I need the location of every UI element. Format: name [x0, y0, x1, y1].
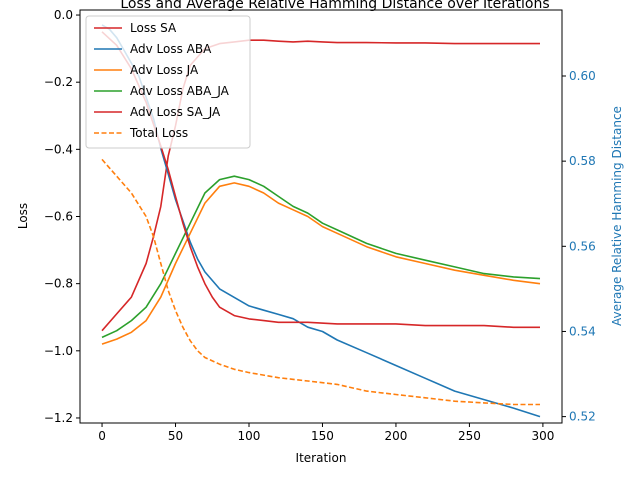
chart-title: Loss and Average Relative Hamming Distan…	[120, 0, 549, 12]
legend: Loss SA Adv Loss ABA Adv Loss JA Adv Loss A…	[85, 15, 251, 149]
y-axis-right: 0.52 0.54 0.56 0.58 0.60	[562, 69, 596, 424]
legend-label-adv-loss-ja: Adv Loss JA	[130, 63, 199, 77]
x-tick-label: 250	[458, 429, 481, 443]
y-tick-label: −1.0	[44, 344, 73, 358]
series-line-adv-loss-sa-ja	[101, 31, 540, 329]
x-tick-label: 300	[531, 429, 554, 443]
legend-label-total-loss: Total Loss	[129, 126, 188, 140]
x-axis: 0 50 100 150 200 250 300	[98, 423, 554, 443]
series-line-total-loss	[101, 158, 540, 406]
y-right-tick-label: 0.52	[569, 410, 596, 424]
legend-box	[85, 15, 251, 149]
x-tick-label: 150	[311, 429, 334, 443]
y-tick-label: −1.2	[44, 411, 73, 425]
legend-label-adv-loss-aba: Adv Loss ABA	[130, 42, 212, 56]
y-tick-label: 0.0	[54, 8, 73, 22]
y-tick-label: −0.8	[44, 277, 73, 291]
y-right-tick-label: 0.54	[569, 324, 596, 338]
legend-label-loss-sa: Loss SA	[130, 21, 177, 35]
y-tick-label: −0.2	[44, 75, 73, 89]
y-axis-title: Loss	[16, 203, 30, 229]
legend-label-adv-loss-aba-ja: Adv Loss ABA_JA	[130, 84, 230, 98]
x-axis-title: Iteration	[296, 451, 347, 465]
x-tick-label: 100	[238, 429, 261, 443]
x-tick-label: 200	[384, 429, 407, 443]
series-line-adv-loss-ja	[101, 182, 541, 345]
x-tick-label: 50	[168, 429, 183, 443]
y-right-tick-label: 0.60	[569, 69, 596, 83]
x-tick-label: 0	[98, 429, 106, 443]
y-tick-label: −0.4	[44, 142, 73, 156]
y-axis-left: −1.2 −1.0 −0.8 −0.6 −0.4 −0.2 0.0	[44, 8, 80, 425]
y-right-tick-label: 0.58	[569, 154, 596, 168]
legend-label-adv-loss-sa-ja: Adv Loss SA_JA	[130, 105, 221, 119]
y-axis-title-right: Average Relative Hamming Distance	[610, 106, 624, 326]
series-line-adv-loss-aba-ja	[101, 175, 541, 339]
y-right-tick-label: 0.56	[569, 239, 596, 253]
y-tick-label: −0.6	[44, 210, 73, 224]
